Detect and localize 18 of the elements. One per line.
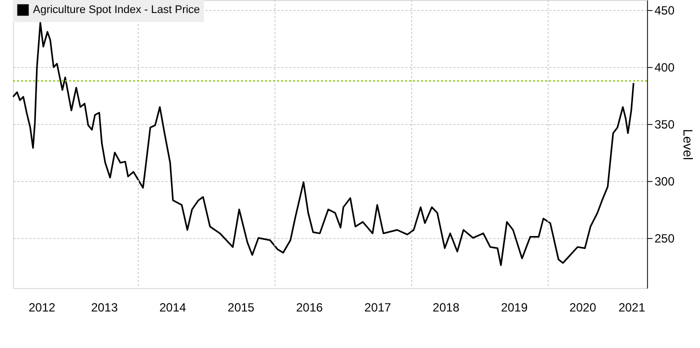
x-tick-label: 2013 [91,300,118,314]
x-tick-label: 2018 [432,300,460,314]
line-series [12,22,634,266]
y-tick-label: 450 [654,4,675,18]
x-tick-label: 2015 [228,300,255,314]
x-tick-label: 2016 [296,300,324,314]
x-tick-label: 2012 [28,300,56,314]
y-tick-label: 400 [654,60,675,75]
x-tick-label: 2014 [159,300,186,314]
y-tick-label: 350 [654,118,675,132]
y-tick-label: 300 [654,174,675,188]
y-axis-title: Level [680,128,696,160]
x-tick-label: 2020 [569,300,596,314]
y-tick-label: 250 [654,231,675,246]
legend-label: Agriculture Spot Index - Last Price [33,4,200,16]
x-tick-label: 2017 [364,300,392,314]
x-tick-label: 2019 [500,300,528,314]
x-tick-label: 2021 [618,300,646,314]
